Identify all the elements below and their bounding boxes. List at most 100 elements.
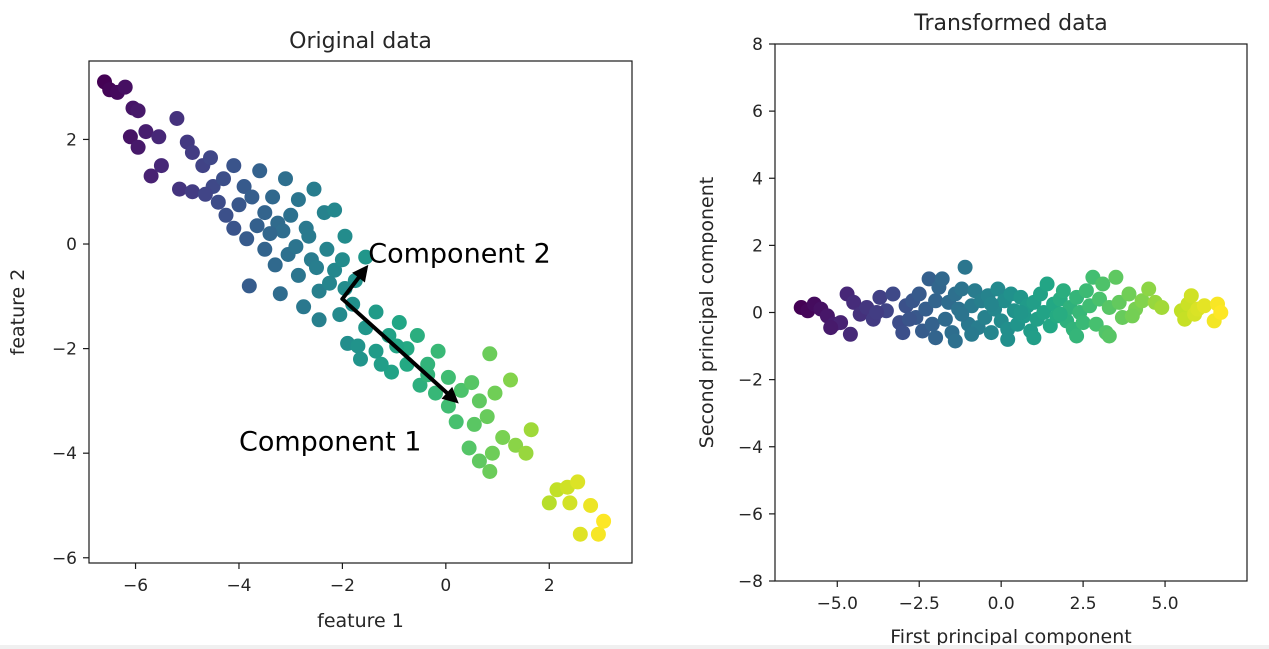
data-point <box>265 189 281 205</box>
data-point <box>358 249 374 265</box>
data-point <box>872 289 888 305</box>
y-tick-label: 0 <box>752 304 763 324</box>
data-point <box>172 181 187 197</box>
data-point <box>428 385 443 401</box>
data-point <box>322 275 337 291</box>
data-point <box>461 440 477 456</box>
data-point <box>448 414 464 430</box>
data-point <box>487 385 503 401</box>
data-point <box>484 445 500 461</box>
data-point <box>596 513 612 529</box>
data-point <box>495 430 511 445</box>
arrow-head <box>441 386 459 404</box>
data-point <box>1036 305 1052 320</box>
data-point <box>440 398 456 414</box>
data-point <box>885 286 901 302</box>
data-point <box>453 382 469 398</box>
data-point <box>1013 305 1029 320</box>
x-tick-label: −6 <box>123 576 148 596</box>
data-point <box>901 311 917 327</box>
data-point <box>252 163 268 179</box>
data-point <box>471 453 487 469</box>
component-arrow <box>340 296 449 395</box>
data-point <box>430 343 446 359</box>
data-point <box>466 416 482 432</box>
data-point <box>384 364 399 380</box>
data-point <box>1039 276 1055 292</box>
data-point <box>482 346 498 362</box>
data-point <box>368 304 384 320</box>
data-point <box>1069 328 1085 344</box>
data-point <box>241 278 257 294</box>
data-point <box>257 205 273 221</box>
x-tick-label: −4 <box>226 576 251 596</box>
data-point <box>572 526 588 542</box>
data-point <box>306 181 322 197</box>
data-point <box>138 124 154 140</box>
data-point <box>1052 306 1068 322</box>
data-point <box>267 257 283 273</box>
data-point <box>1111 294 1127 310</box>
data-point <box>1108 269 1124 285</box>
data-point <box>1095 276 1111 292</box>
data-point <box>203 150 218 166</box>
data-point <box>309 260 324 276</box>
data-point <box>197 186 213 202</box>
data-point <box>983 325 999 341</box>
data-point <box>990 281 1006 297</box>
data-point <box>911 286 927 302</box>
data-point <box>590 526 606 542</box>
data-point <box>239 231 255 247</box>
data-point <box>937 311 953 327</box>
data-point <box>957 259 973 275</box>
data-point <box>1101 328 1117 344</box>
y-tick-label: −6 <box>52 549 77 569</box>
data-point <box>523 422 539 438</box>
data-point <box>334 252 350 268</box>
data-point <box>1055 283 1071 299</box>
data-point <box>1196 298 1212 314</box>
data-point <box>921 271 937 287</box>
data-point <box>296 299 312 315</box>
data-point <box>518 445 534 461</box>
y-tick-label: 0 <box>66 235 77 255</box>
data-point <box>895 325 911 341</box>
x-tick-label: 0.0 <box>988 594 1015 614</box>
data-point <box>562 495 578 511</box>
data-point <box>290 267 306 283</box>
data-point <box>216 171 231 187</box>
data-point <box>977 310 993 325</box>
data-point <box>1075 315 1091 331</box>
y-tick-label: −2 <box>738 371 763 391</box>
y-tick-label: 8 <box>752 35 763 55</box>
data-point <box>1121 286 1137 302</box>
data-point <box>391 315 407 330</box>
y-axis-label: feature 2 <box>7 269 29 356</box>
x-tick-label: −5.0 <box>817 594 858 614</box>
data-point <box>842 326 858 342</box>
data-point <box>130 103 146 119</box>
data-point <box>823 320 839 336</box>
data-point <box>368 343 384 359</box>
data-point <box>244 189 260 205</box>
data-point <box>184 145 200 160</box>
data-point <box>954 281 970 297</box>
data-point <box>1124 308 1140 324</box>
data-point <box>257 241 273 257</box>
y-tick-label: 4 <box>752 169 763 189</box>
data-point <box>218 207 234 223</box>
data-point <box>153 158 169 174</box>
x-tick-label: 2 <box>544 576 555 596</box>
data-point <box>151 129 167 145</box>
x-tick-label: 5.0 <box>1152 594 1179 614</box>
bottom-divider <box>0 645 1269 649</box>
y-tick-label: −4 <box>738 438 763 458</box>
axes-frame <box>88 60 633 564</box>
data-point <box>275 223 291 239</box>
data-point <box>332 307 348 323</box>
data-point <box>508 437 524 453</box>
data-point <box>262 226 278 242</box>
data-point <box>236 179 252 194</box>
y-axis-label: Second principal component <box>696 177 718 448</box>
